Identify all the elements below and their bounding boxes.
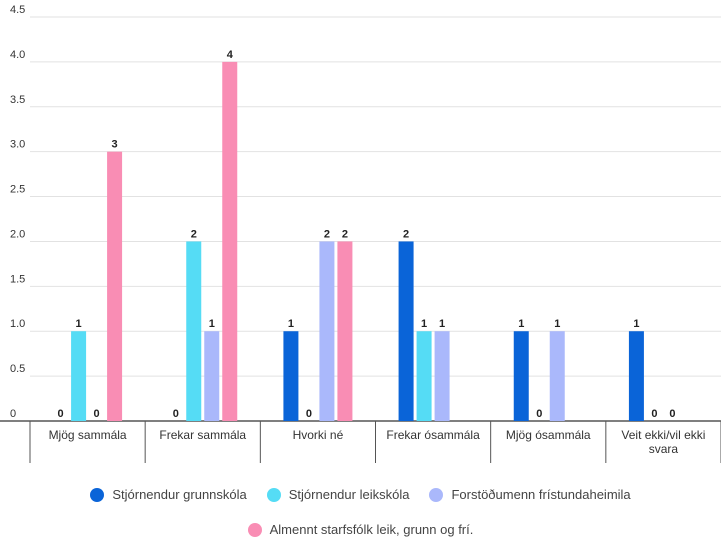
legend-swatch-almennt	[247, 522, 262, 537]
bar-s0-c3	[398, 241, 414, 421]
y-tick-label-6: 3.0	[10, 139, 25, 151]
bar-s1-c0	[71, 331, 87, 421]
bar-s3-c0	[107, 151, 123, 421]
data-label-s1-c5: 0	[651, 408, 657, 420]
data-label-s1-c4: 0	[536, 408, 542, 420]
x-tick-label-4-0: Mjög ósammála	[506, 428, 591, 442]
data-label-s1-c1: 2	[191, 228, 197, 240]
bar-s2-c3	[434, 331, 450, 421]
y-tick-label-2: 1.0	[10, 318, 25, 330]
bar-s2-c2	[319, 241, 335, 421]
bar-s1-c3	[416, 331, 432, 421]
x-tick-label-5-1: svara	[649, 442, 679, 456]
y-tick-label-5: 2.5	[10, 184, 25, 196]
legend-swatch-leikskola	[266, 487, 281, 502]
y-tick-label-3: 1.5	[10, 273, 25, 285]
bar-s3-c2	[337, 241, 353, 421]
data-label-s1-c2: 0	[306, 408, 312, 420]
data-label-s2-c2: 2	[324, 228, 330, 240]
data-label-s2-c1: 1	[209, 318, 215, 330]
legend-label-fristund: Forstöðumenn frístundaheimila	[451, 487, 631, 502]
legend-item-leikskola: Stjórnendur leikskóla	[266, 487, 410, 502]
legend-row-2: Almennt starfsfólk leik, grunn og frí.	[0, 522, 721, 537]
y-tick-label-0: 0	[10, 408, 16, 420]
data-label-s3-c2: 2	[342, 228, 348, 240]
legend-label-grunnskola: Stjórnendur grunnskóla	[112, 487, 247, 502]
y-tick-label-1: 0.5	[10, 363, 25, 375]
data-label-s2-c4: 1	[554, 318, 560, 330]
legend-item-almennt: Almennt starfsfólk leik, grunn og frí.	[247, 522, 474, 537]
bar-s0-c5	[628, 331, 644, 421]
data-label-s1-c3: 1	[421, 318, 427, 330]
data-label-s0-c3: 2	[403, 228, 409, 240]
legend-swatch-fristund	[429, 487, 444, 502]
y-tick-label-8: 4.0	[10, 49, 25, 61]
data-label-s3-c0: 3	[112, 139, 118, 151]
data-label-s2-c3: 1	[439, 318, 445, 330]
data-label-s0-c5: 1	[633, 318, 639, 330]
data-label-s0-c4: 1	[518, 318, 524, 330]
data-label-s3-c1: 4	[227, 49, 234, 61]
bar-s2-c1	[204, 331, 220, 421]
data-label-s2-c0: 0	[94, 408, 100, 420]
data-label-s0-c1: 0	[173, 408, 179, 420]
y-tick-label-7: 3.5	[10, 94, 25, 106]
data-label-s0-c0: 0	[58, 408, 64, 420]
x-tick-label-2-0: Hvorki né	[293, 428, 344, 442]
y-tick-label-4: 2.0	[10, 228, 25, 240]
x-tick-label-3-0: Frekar ósammála	[386, 428, 480, 442]
x-tick-label-1-0: Frekar sammála	[159, 428, 246, 442]
legend-swatch-grunnskola	[90, 487, 105, 502]
legend-label-leikskola: Stjórnendur leikskóla	[288, 487, 410, 502]
bar-s1-c1	[186, 241, 202, 421]
y-tick-label-9: 4.5	[10, 4, 25, 16]
bar-s0-c4	[513, 331, 529, 421]
data-label-s1-c0: 1	[76, 318, 82, 330]
bar-chart: 0 0.5 1.0 1.5 2.0 2.5 3.0 3.5 4.0 4.5 0 1 0 3 Mjög sam…	[0, 4, 721, 463]
bar-s2-c4	[549, 331, 565, 421]
x-tick-label-0-0: Mjög sammála	[49, 428, 127, 442]
legend-item-grunnskola: Stjórnendur grunnskóla	[90, 487, 247, 502]
bar-s3-c1	[222, 61, 238, 422]
data-label-s2-c5: 0	[669, 408, 675, 420]
bar-s0-c2	[283, 331, 299, 421]
x-tick-label-5-0: Veit ekki/vil ekki	[621, 428, 705, 442]
legend-label-almennt: Almennt starfsfólk leik, grunn og frí.	[269, 522, 474, 537]
legend-item-fristund: Forstöðumenn frístundaheimila	[429, 487, 631, 502]
data-label-s0-c2: 1	[288, 318, 294, 330]
legend-row-1: Stjórnendur grunnskóla Stjórnendur leiks…	[0, 487, 721, 502]
